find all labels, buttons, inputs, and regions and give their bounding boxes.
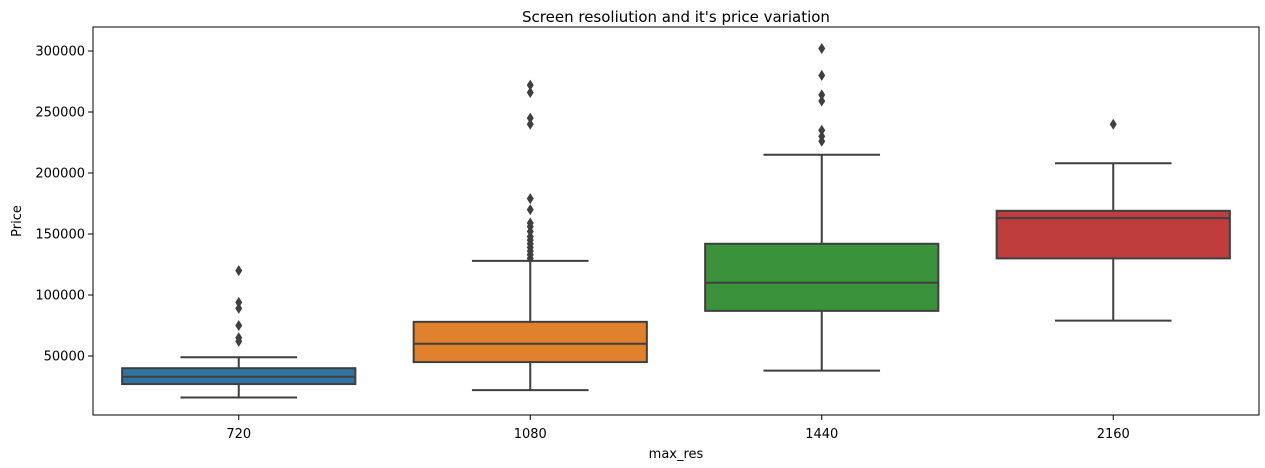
box-group-720 xyxy=(121,265,357,399)
outlier-point xyxy=(235,302,243,314)
x-tick-label: 1440 xyxy=(805,427,838,442)
y-tick-label: 150000 xyxy=(35,228,85,243)
outlier-point xyxy=(818,130,826,142)
outlier-point xyxy=(526,79,534,91)
outlier-point xyxy=(526,86,534,98)
outlier-point xyxy=(526,217,534,229)
outlier-point xyxy=(818,89,826,101)
boxes-layer xyxy=(121,43,1231,399)
y-tick-label: 300000 xyxy=(35,45,85,60)
x-axis-title: max_res xyxy=(649,447,704,462)
outlier-point xyxy=(235,332,243,344)
y-tick-label: 100000 xyxy=(35,289,85,304)
outlier-point xyxy=(235,320,243,331)
y-tick-label: 250000 xyxy=(35,106,85,121)
outlier-point xyxy=(526,193,534,205)
chart-title: Screen resoliution and it's price variat… xyxy=(522,8,830,26)
plot-frame xyxy=(92,26,1260,416)
outlier-point xyxy=(526,118,534,130)
x-tick-label: 720 xyxy=(226,427,251,442)
outlier-point xyxy=(818,124,826,136)
y-tick-label: 200000 xyxy=(35,167,85,182)
y-axis: 50000 100000 150000 200000 250000 300000 xyxy=(35,45,93,365)
x-tick-label: 1080 xyxy=(514,427,547,442)
outlier-point xyxy=(818,95,826,107)
x-axis: 720 1080 1440 2160 xyxy=(226,415,1130,442)
outlier-point xyxy=(818,43,826,55)
outlier-point xyxy=(818,69,826,81)
outlier-point xyxy=(526,204,534,216)
outlier-point xyxy=(526,112,534,124)
x-tick-label: 2160 xyxy=(1097,427,1130,442)
box-body xyxy=(704,242,940,312)
box-group-2160 xyxy=(995,118,1231,322)
outlier-point xyxy=(1109,118,1117,130)
y-axis-title: Price xyxy=(10,205,25,237)
outlier-point xyxy=(235,296,243,308)
box-group-1080 xyxy=(412,79,648,392)
box-body xyxy=(412,320,648,364)
box-group-1440 xyxy=(704,43,940,372)
y-tick-label: 50000 xyxy=(44,350,85,365)
outlier-point xyxy=(235,265,243,277)
